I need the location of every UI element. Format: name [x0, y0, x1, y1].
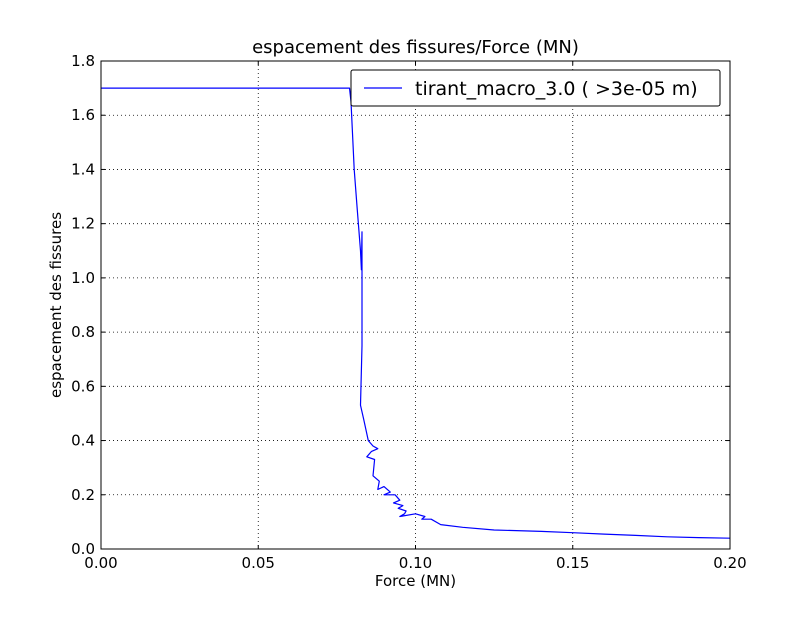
series-line [101, 87, 731, 539]
y-tick-label: 1.6 [71, 106, 95, 124]
x-tick-label: 0.20 [713, 554, 746, 572]
grid-layer [101, 61, 730, 549]
legend: tirant_macro_3.0 ( >3e-05 m) [350, 69, 721, 107]
x-tick-label: 0.05 [242, 554, 275, 572]
x-tick-label: 0.00 [84, 554, 117, 572]
legend-box [350, 69, 721, 107]
y-tick-label: 1.8 [71, 52, 95, 70]
y-tick-label: 1.2 [71, 215, 95, 233]
x-tick-label: 0.10 [399, 554, 432, 572]
chart-title: espacement des fissures/Force (MN) [252, 37, 579, 58]
y-tick-label: 1.0 [71, 269, 95, 287]
y-tick-label: 0.4 [71, 432, 95, 450]
legend-label: tirant_macro_3.0 ( >3e-05 m) [415, 78, 698, 100]
y-axis-label: espacement des fissures [47, 212, 65, 398]
x-tick-label: 0.15 [556, 554, 589, 572]
tick-layer: 0.00 0.05 0.10 0.15 0.20 0.0 0.2 0.4 0.6 0.8 1.0 1.… [71, 52, 747, 572]
y-tick-label: 0.0 [71, 540, 95, 558]
y-tick-label: 0.8 [71, 323, 95, 341]
y-tick-label: 0.6 [71, 377, 95, 395]
y-tick-label: 1.4 [71, 160, 95, 178]
x-axis-label: Force (MN) [375, 572, 456, 590]
line-layer [101, 87, 731, 539]
y-tick-label: 0.2 [71, 486, 95, 504]
